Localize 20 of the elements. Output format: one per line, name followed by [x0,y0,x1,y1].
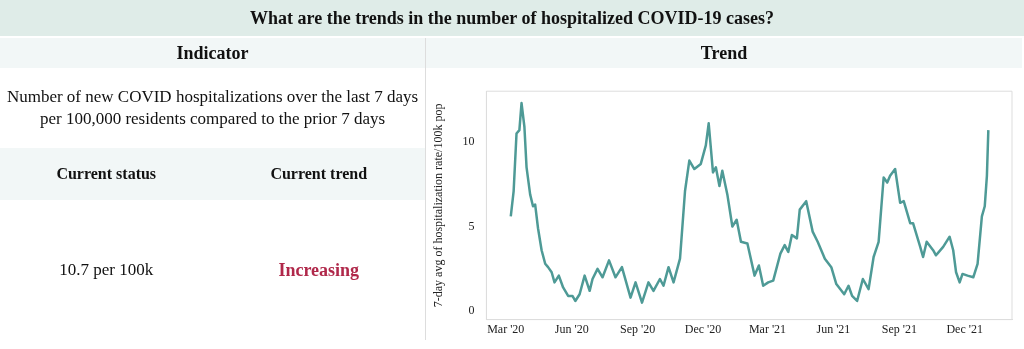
text: Increasing [277,258,361,282]
chart-title: Trend [426,38,1022,68]
x-tick-label: Jun '21 [816,321,851,336]
x-tick-label: Jun '20 [554,321,589,336]
x-tick-label: Sep '20 [620,321,656,336]
x-tick-label: Mar '20 [487,321,525,336]
text: Current status [55,164,158,184]
text: Indicator [0,38,425,68]
x-tick-label: Dec '20 [684,321,722,336]
x-tick-label: Sep '21 [881,321,918,336]
y-tick-label: 0 [468,303,475,318]
text: 10.7 per 100k [58,259,155,281]
x-tick-label: Mar '21 [748,321,787,336]
y-tick-label: 10 [462,134,475,149]
y-tick-label: 5 [468,218,475,233]
y-axis-title: 7-day avg of hospitalization rate/100k pop [431,103,446,308]
text: Number of new COVID hospitalizations over the last 7 days per 100,000 residents compared to the prior 7 days [5,86,420,130]
text: What are the trends in the number of hospitalized COVID-19 cases? [0,0,1024,36]
text: Current trend [269,164,369,184]
x-tick-label: Dec '21 [946,321,983,336]
